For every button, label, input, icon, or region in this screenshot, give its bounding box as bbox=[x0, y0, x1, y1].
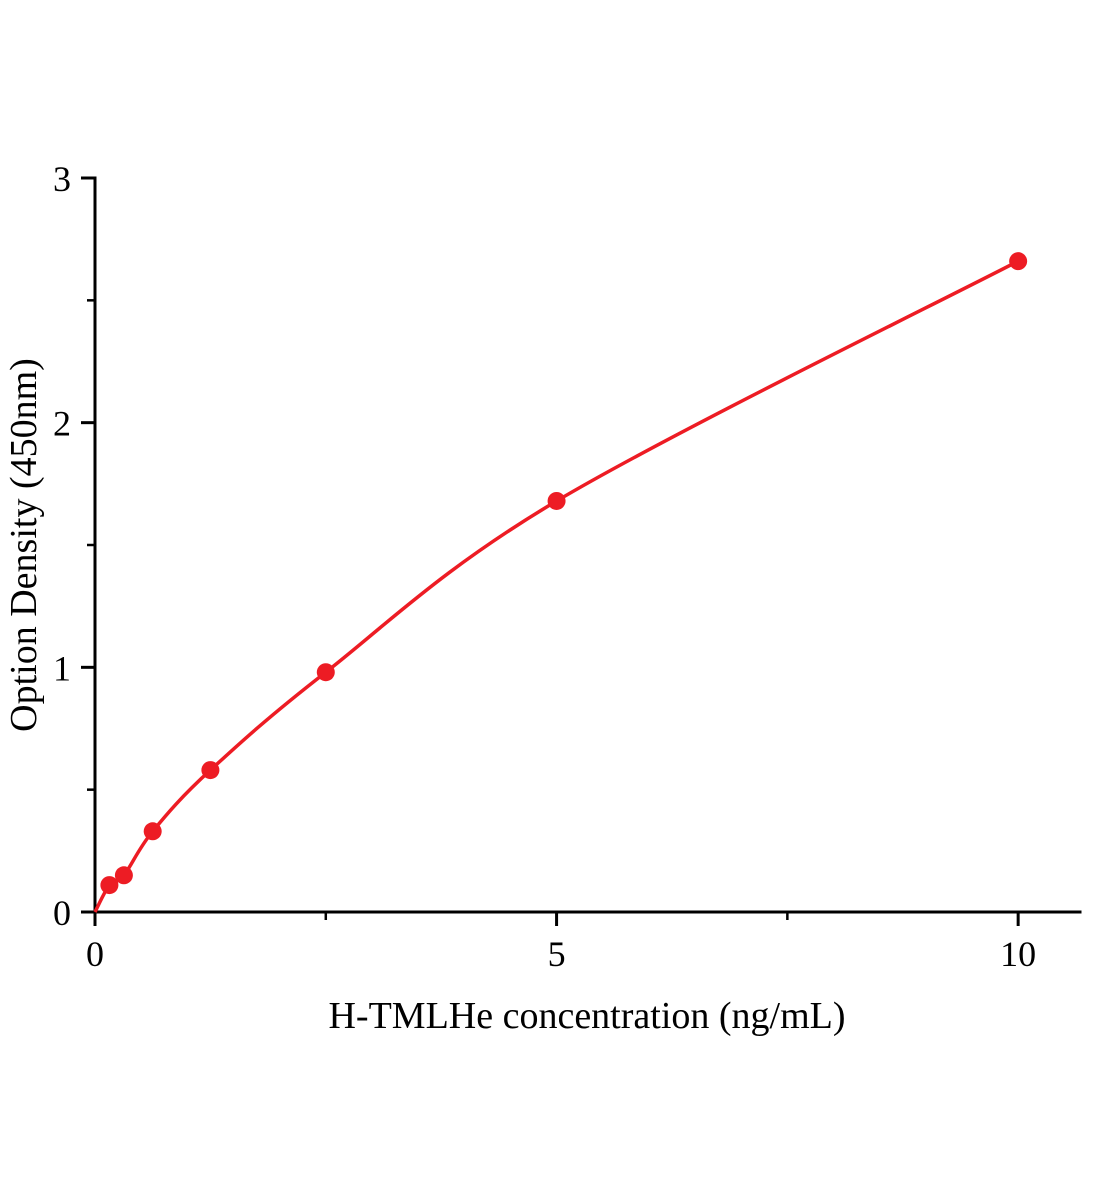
y-tick-label: 2 bbox=[53, 404, 71, 444]
data-point bbox=[201, 761, 220, 780]
data-point bbox=[1009, 252, 1028, 271]
data-point bbox=[114, 866, 133, 885]
x-axis-title: H-TMLHe concentration (ng/mL) bbox=[328, 995, 845, 1037]
x-tick-label: 10 bbox=[1000, 934, 1036, 974]
standard-curve-line bbox=[93, 259, 1019, 913]
x-tick-label: 5 bbox=[548, 934, 566, 974]
plot-area: 0 5 10 0 1 2 3 bbox=[53, 159, 1082, 974]
x-tick-label: 0 bbox=[86, 934, 104, 974]
y-tick-label: 3 bbox=[53, 159, 71, 199]
y-tick-label: 0 bbox=[53, 893, 71, 933]
axis-lines bbox=[93, 176, 1082, 914]
y-tick-label: 1 bbox=[53, 648, 71, 688]
data-point bbox=[143, 822, 162, 841]
data-point bbox=[316, 663, 335, 682]
data-point bbox=[547, 491, 566, 510]
y-axis-title: Option Density (450nm) bbox=[3, 358, 45, 732]
data-point bbox=[100, 876, 119, 895]
